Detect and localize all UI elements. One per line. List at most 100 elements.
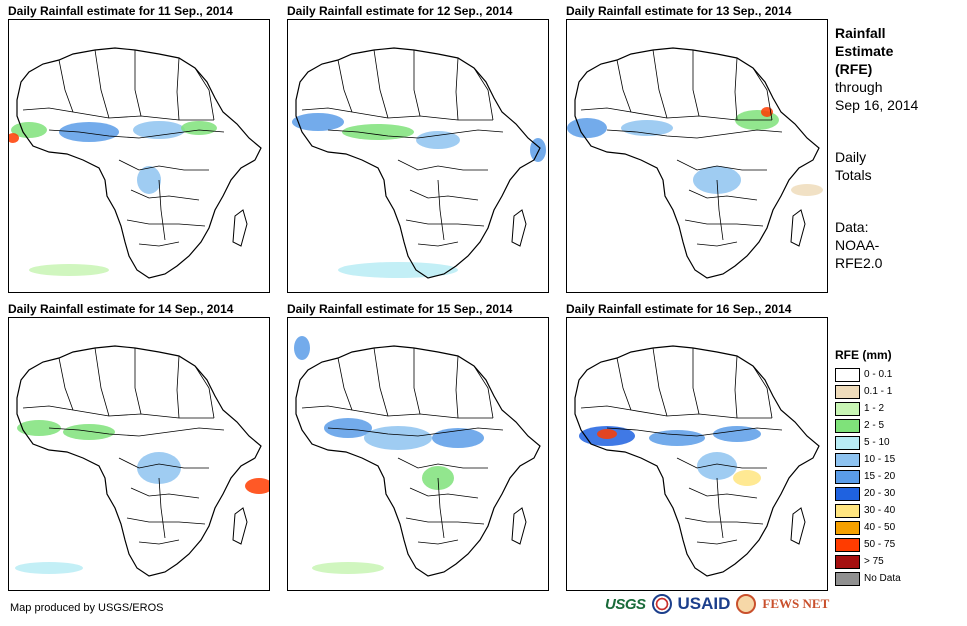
rainfall-area (17, 420, 61, 436)
country-border (134, 348, 142, 415)
panel-title: Daily Rainfall estimate for 15 Sep., 201… (287, 302, 513, 316)
country-border (734, 57, 738, 121)
country-border (118, 159, 209, 171)
rainfall-area (733, 470, 761, 486)
panel-title: Daily Rainfall estimate for 11 Sep., 201… (8, 4, 233, 18)
legend-title: RFE (mm) (835, 348, 892, 362)
country-border (684, 517, 764, 525)
legend-swatch (835, 571, 860, 586)
rainfall-area (133, 121, 185, 139)
country-border (130, 189, 200, 201)
country-border (455, 355, 459, 419)
country-border (734, 355, 738, 419)
country-border (94, 347, 110, 417)
legend-label: 40 - 50 (864, 522, 896, 533)
legend-label: 5 - 10 (864, 437, 890, 448)
madagascar (511, 507, 527, 545)
title-line: (RFE) (835, 61, 873, 77)
country-border (138, 241, 180, 247)
rainfall-area (29, 264, 109, 276)
country-border (373, 49, 389, 119)
usgs-logo: USGS (605, 595, 646, 613)
country-border (409, 487, 479, 499)
legend-item: > 75 (835, 553, 955, 570)
country-border (473, 67, 494, 121)
legend-swatch (835, 469, 860, 484)
legend-label: 10 - 15 (864, 454, 896, 465)
legend-label: 0.1 - 1 (864, 386, 893, 397)
panel-title: Daily Rainfall estimate for 12 Sep., 201… (287, 4, 513, 18)
country-border (606, 129, 783, 139)
landmass (575, 346, 819, 576)
through-label: through (835, 79, 883, 95)
country-border (752, 365, 773, 419)
madagascar (232, 507, 248, 545)
country-border (580, 107, 772, 121)
rainfall-area (432, 428, 484, 448)
data-source-label: Data: (835, 219, 869, 235)
rainfall-area (137, 166, 161, 194)
rainfall-area (15, 562, 83, 574)
rainfall-area (416, 131, 460, 149)
landmass (17, 346, 261, 576)
rainfall-map (8, 317, 270, 591)
map-panel: Daily Rainfall estimate for 12 Sep., 201… (287, 4, 557, 294)
rainfall-area (181, 121, 217, 135)
legend-label: 0 - 0.1 (864, 369, 893, 380)
country-border (337, 59, 353, 113)
country-border (652, 347, 668, 417)
legend-item: 2 - 5 (835, 417, 955, 434)
legend-label: 2 - 5 (864, 420, 885, 431)
title-line: Rainfall (835, 25, 886, 41)
country-border (373, 347, 389, 417)
rainfall-area (59, 122, 119, 142)
country-border (752, 67, 773, 121)
rainfall-map (287, 19, 549, 293)
map-panel: Daily Rainfall estimate for 16 Sep., 201… (566, 302, 836, 592)
madagascar (790, 507, 806, 545)
country-border (397, 457, 488, 469)
legend-item: 1 - 2 (835, 400, 955, 417)
rainfall-area (11, 122, 47, 138)
country-border (130, 487, 200, 499)
legend-item: 5 - 10 (835, 434, 955, 451)
rainfall-area (530, 138, 546, 162)
legend-item: 20 - 30 (835, 485, 955, 502)
country-border (616, 357, 632, 411)
country-border (158, 477, 166, 539)
legend-swatch (835, 367, 860, 382)
africa-map-svg (292, 47, 546, 279)
country-border (22, 107, 214, 121)
legend-swatch (835, 384, 860, 399)
rainfall-map (287, 317, 549, 591)
legend-swatch (835, 435, 860, 450)
usaid-seal-icon (651, 594, 672, 614)
country-border (676, 159, 767, 171)
data-source: RFE2.0 (835, 255, 883, 271)
country-border (688, 189, 758, 201)
country-border (327, 129, 504, 139)
rainfall-area (364, 426, 432, 450)
country-border (134, 50, 142, 117)
fews-net-logo: FEWS NET (762, 596, 830, 611)
rainfall-area (342, 124, 414, 140)
rainfall-area (338, 262, 458, 278)
rainfall-area (324, 418, 372, 438)
legend-label: 30 - 40 (864, 505, 896, 516)
country-border (413, 50, 421, 117)
logo-strip: USGS USAID FEWS NET (605, 594, 829, 614)
title-line: Estimate (835, 43, 894, 59)
rainfall-area (9, 133, 19, 143)
country-border (473, 365, 494, 419)
rainfall-map (566, 317, 828, 591)
country-border (126, 517, 206, 525)
country-border (58, 357, 74, 411)
landmass (296, 346, 540, 576)
legend-swatch (835, 520, 860, 535)
madagascar (511, 209, 527, 247)
country-border (409, 189, 479, 201)
legend-swatch (835, 537, 860, 552)
coastline (574, 345, 820, 577)
rainfall-area (245, 478, 269, 494)
rainfall-area (292, 113, 344, 131)
